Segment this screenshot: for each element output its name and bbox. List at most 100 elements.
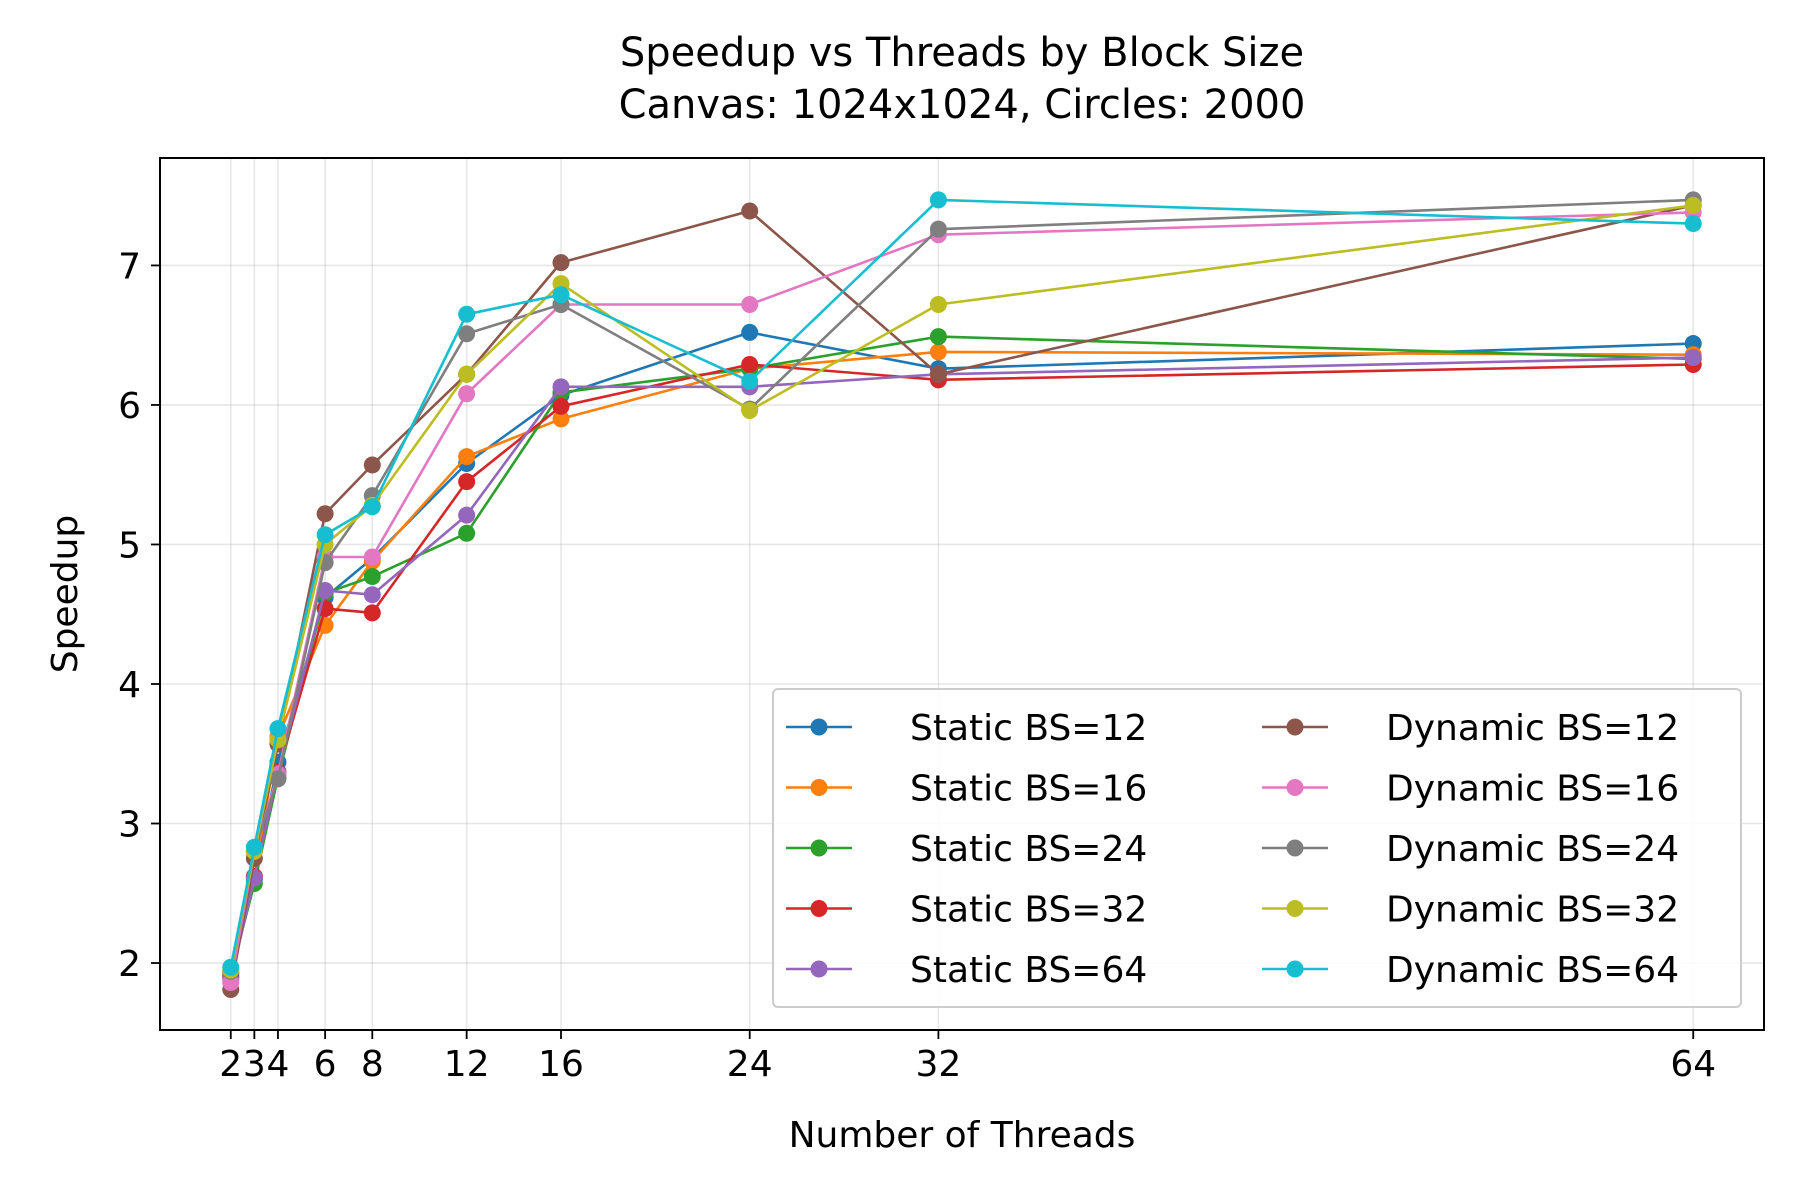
series-line bbox=[229, 204, 1694, 971]
data-point bbox=[458, 325, 476, 343]
legend-marker bbox=[1286, 718, 1304, 736]
y-tick-label: 5 bbox=[118, 525, 141, 566]
legend-marker bbox=[810, 718, 828, 736]
x-tick-label: 8 bbox=[361, 1044, 384, 1085]
legend-item: Dynamic BS=24 bbox=[1262, 829, 1679, 870]
series-line bbox=[229, 356, 1694, 981]
data-point bbox=[741, 355, 759, 373]
legend-label: Dynamic BS=12 bbox=[1386, 708, 1679, 749]
data-point bbox=[458, 506, 476, 524]
y-tick-label: 3 bbox=[118, 805, 141, 846]
legend-label: Dynamic BS=24 bbox=[1386, 829, 1679, 870]
data-point bbox=[929, 220, 947, 238]
data-point bbox=[316, 526, 334, 544]
series-line bbox=[229, 198, 1694, 968]
legend-label: Static BS=16 bbox=[910, 769, 1147, 810]
plot-frame bbox=[159, 157, 1765, 1031]
legend-item: Dynamic BS=64 bbox=[1262, 950, 1679, 991]
data-point bbox=[552, 286, 570, 304]
data-point bbox=[929, 328, 947, 346]
data-point bbox=[316, 505, 334, 523]
data-point bbox=[741, 295, 759, 313]
data-point bbox=[552, 410, 570, 428]
legend-label: Dynamic BS=32 bbox=[1386, 890, 1679, 931]
x-tick-label: 16 bbox=[538, 1044, 584, 1085]
data-point bbox=[1684, 215, 1702, 233]
legend-marker bbox=[810, 960, 828, 978]
data-point bbox=[552, 397, 570, 415]
x-axis-ticks: 2 3 4 6 8 12 16 24 32 64 bbox=[219, 1030, 1716, 1085]
chart-subtitle: Canvas: 1024x1024, Circles: 2000 bbox=[619, 82, 1306, 128]
legend-marker bbox=[1286, 779, 1304, 796]
y-tick-label: 6 bbox=[118, 386, 141, 427]
x-tick-label: 64 bbox=[1670, 1044, 1716, 1085]
legend-item: Static BS=24 bbox=[786, 829, 1147, 870]
legend-label: Static BS=64 bbox=[910, 950, 1147, 991]
legend-marker bbox=[810, 779, 828, 796]
legend-item: Dynamic BS=32 bbox=[1262, 890, 1679, 931]
data-point bbox=[929, 365, 947, 383]
legend-marker bbox=[810, 900, 828, 917]
y-tick-label: 2 bbox=[118, 944, 141, 985]
x-tick-label: 6 bbox=[314, 1044, 337, 1085]
y-tick-label: 4 bbox=[118, 665, 141, 706]
data-point bbox=[741, 323, 759, 341]
x-tick-label: 12 bbox=[444, 1044, 490, 1085]
data-point bbox=[363, 604, 381, 622]
data-point bbox=[458, 524, 476, 542]
data-point bbox=[1684, 196, 1702, 214]
legend-label: Dynamic BS=64 bbox=[1386, 950, 1679, 991]
legend-marker bbox=[1286, 960, 1304, 978]
data-point bbox=[741, 372, 759, 390]
data-point bbox=[929, 295, 947, 313]
data-point bbox=[458, 448, 476, 466]
series-line bbox=[229, 198, 1694, 972]
data-point bbox=[363, 456, 381, 474]
data-point bbox=[741, 202, 759, 220]
x-tick-label: 32 bbox=[916, 1044, 962, 1085]
data-point bbox=[929, 343, 947, 361]
legend-marker bbox=[1286, 900, 1304, 917]
legend-label: Static BS=24 bbox=[910, 829, 1147, 870]
y-axis-ticks: 2 3 4 5 6 7 bbox=[118, 246, 160, 985]
data-point bbox=[363, 548, 381, 566]
legend-item: Static BS=64 bbox=[786, 950, 1147, 991]
y-tick-label: 7 bbox=[118, 246, 141, 287]
legend-item: Static BS=12 bbox=[786, 708, 1147, 749]
legend: Static BS=12 Static BS=16 Static BS=24 Stat… bbox=[772, 688, 1742, 1008]
data-point bbox=[363, 568, 381, 586]
data-point bbox=[363, 498, 381, 516]
series-layer bbox=[222, 191, 1702, 999]
x-tick-label: 24 bbox=[727, 1044, 773, 1085]
legend-marker bbox=[1286, 839, 1304, 857]
data-point bbox=[269, 770, 287, 788]
legend-label: Static BS=12 bbox=[910, 708, 1147, 749]
data-point bbox=[245, 838, 263, 856]
data-point bbox=[269, 720, 287, 738]
legend-marker bbox=[810, 839, 828, 857]
legend-label: Static BS=32 bbox=[910, 890, 1147, 931]
chart-title: Speedup vs Threads by Block Size bbox=[620, 30, 1304, 76]
x-tick-label: 3 bbox=[243, 1044, 266, 1085]
data-point bbox=[741, 402, 759, 420]
data-point bbox=[222, 958, 240, 976]
data-point bbox=[929, 191, 947, 209]
data-point bbox=[458, 385, 476, 403]
y-axis-label: Speedup bbox=[45, 515, 86, 674]
data-point bbox=[552, 254, 570, 272]
data-point bbox=[363, 586, 381, 604]
data-point bbox=[1684, 349, 1702, 367]
series-dynamic-bs-64 bbox=[222, 191, 1702, 976]
legend-item: Dynamic BS=12 bbox=[1262, 708, 1679, 749]
x-tick-label: 4 bbox=[266, 1044, 289, 1085]
legend-item: Static BS=32 bbox=[786, 890, 1147, 931]
data-point bbox=[458, 473, 476, 491]
x-tick-label: 2 bbox=[219, 1044, 242, 1085]
data-point bbox=[458, 365, 476, 383]
data-point bbox=[552, 378, 570, 396]
legend-label: Dynamic BS=16 bbox=[1386, 769, 1679, 810]
legend-box bbox=[772, 688, 1742, 1008]
legend-item: Static BS=16 bbox=[786, 769, 1147, 810]
